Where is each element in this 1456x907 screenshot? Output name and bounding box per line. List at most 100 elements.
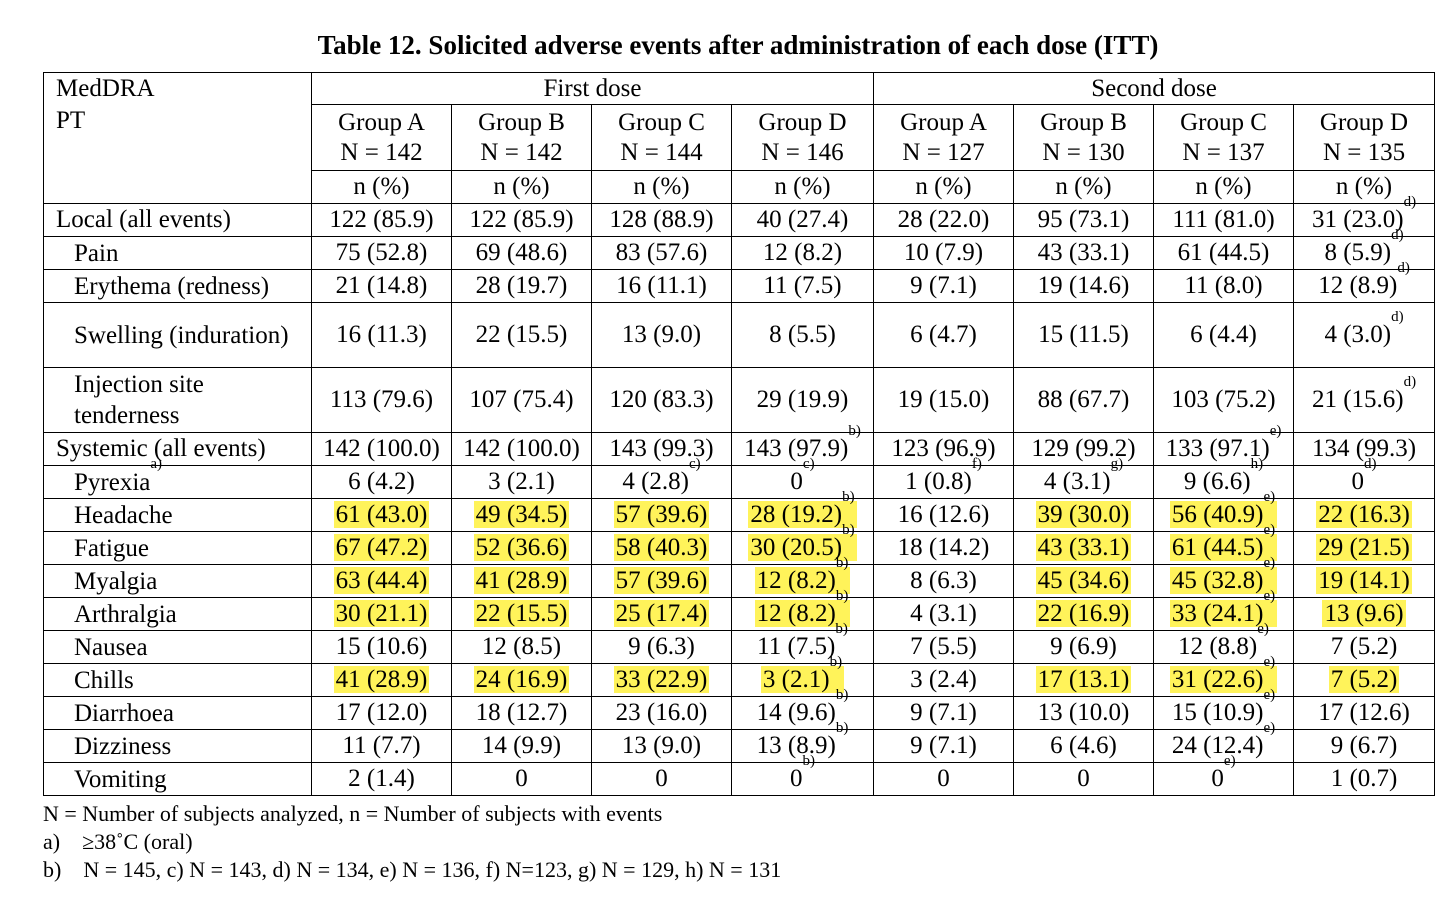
- highlighted-value: 58 (40.3): [613, 534, 710, 561]
- cell-value: 4 (3.1)g): [1043, 457, 1123, 496]
- cell-text: 12 (8.5): [481, 633, 562, 660]
- cell-value: 9 (7.1): [910, 272, 977, 299]
- data-cell: 28 (19.2)b): [731, 490, 874, 532]
- footnote-marker: d): [1403, 194, 1417, 210]
- group-n: N = 142: [340, 138, 423, 166]
- data-cell: 9 (6.3): [591, 630, 732, 664]
- cell-text: 33 (22.9): [615, 666, 708, 693]
- table-row: Fatigue 67 (47.2) 52 (36.6) 58 (40.3) 30 (20…: [43, 523, 1436, 565]
- cell-value: 9 (6.9): [1050, 633, 1117, 660]
- cell-text: 133 (97.1): [1165, 435, 1270, 462]
- header-unit-cell: n (%): [1153, 170, 1294, 204]
- table-row: Diarrhoea 17 (12.0) 18 (12.7) 23 (16.0) 14 (…: [43, 688, 1436, 730]
- cell-value: 143 (97.9)b): [744, 424, 861, 463]
- data-cell: 22 (15.5): [451, 302, 592, 368]
- footnote-marker: b): [802, 753, 816, 769]
- footnote-marker: a): [150, 455, 163, 472]
- group-name: Group C: [1180, 108, 1267, 136]
- data-cell: 4 (3.1): [873, 597, 1014, 631]
- cell-text: 13 (9.0): [621, 321, 702, 348]
- header-unit-cell: n (%): [311, 170, 452, 204]
- data-cell: 6 (4.4): [1153, 302, 1294, 368]
- cell-text: 43 (33.1): [1037, 534, 1130, 561]
- cell-value: 111 (81.0): [1172, 206, 1274, 233]
- cell-text: 19 (15.0): [897, 386, 990, 413]
- row-label: Myalgia: [43, 564, 312, 598]
- data-cell: 30 (21.1): [311, 597, 452, 631]
- data-cell: 11 (7.7): [311, 729, 452, 763]
- cell-text: 134 (99.3): [1311, 435, 1417, 462]
- cell-value: 7 (5.5): [910, 633, 977, 660]
- cell-value: 8 (5.5): [769, 321, 836, 348]
- group-n: N = 144: [620, 138, 703, 166]
- highlighted-value: 49 (34.5): [473, 501, 570, 528]
- cell-value: 19 (15.0): [898, 386, 990, 413]
- footnote-marker: g): [1110, 456, 1124, 472]
- data-cell: 0: [451, 762, 592, 796]
- cell-value: 8 (5.9)d): [1324, 228, 1403, 267]
- group-name: Group D: [758, 108, 847, 136]
- data-cell: 22 (16.3): [1292, 498, 1436, 532]
- data-cell: 7 (5.2): [1292, 663, 1436, 697]
- highlighted-value: 43 (33.1): [1035, 534, 1132, 561]
- cell-text: 11 (7.5): [763, 272, 842, 299]
- row-label: Pain: [43, 236, 312, 270]
- group-name: Group C: [618, 108, 705, 136]
- data-cell: 0b): [731, 754, 874, 796]
- data-cell: 13 (10.0): [1013, 696, 1154, 730]
- cell-text: 67 (47.2): [335, 534, 428, 561]
- data-cell: 107 (75.4): [451, 367, 592, 433]
- cell-text: 95 (73.1): [1037, 206, 1130, 233]
- data-cell: 31 (22.6)e): [1153, 655, 1294, 697]
- footnote-marker: d): [1364, 456, 1377, 472]
- cell-text: 0: [515, 765, 528, 792]
- table-row: Headache 61 (43.0) 49 (34.5) 57 (39.6) 28 (1…: [43, 490, 1436, 532]
- cell-text: 4 (3.0): [1324, 321, 1392, 348]
- data-cell: 9 (7.1): [873, 269, 1014, 303]
- cell-text: 9 (6.6): [1183, 468, 1251, 495]
- cell-text: 6 (4.4): [1190, 321, 1257, 348]
- highlighted-value: 57 (39.6): [613, 501, 710, 528]
- cell-text: 113 (79.6): [329, 386, 434, 413]
- cell-text: 30 (20.5): [750, 534, 843, 561]
- highlighted-value: 19 (14.1): [1316, 567, 1412, 594]
- row-label: Headache: [43, 498, 312, 532]
- cell-text: 4 (3.1): [1043, 468, 1111, 495]
- data-cell: 19 (15.0): [873, 367, 1014, 433]
- table-row: Pain 75 (52.8) 69 (48.6) 83 (57.6) 12 (8.2) 1…: [43, 228, 1436, 270]
- table-row: Local (all events) 122 (85.9) 122 (85.9) 12…: [43, 195, 1436, 237]
- cell-text: 18 (14.2): [897, 534, 990, 561]
- data-cell: 15 (10.6): [311, 630, 452, 664]
- cell-value: 16 (12.6): [898, 501, 990, 528]
- group-name: Group B: [478, 108, 565, 136]
- data-cell: 0: [873, 762, 1014, 796]
- cell-text: 30 (21.1): [335, 600, 428, 627]
- data-cell: 9 (6.9): [1013, 630, 1154, 664]
- group-n: N = 130: [1042, 138, 1125, 166]
- data-cell: 17 (12.0): [311, 696, 452, 730]
- cell-value: 9 (7.1): [910, 732, 977, 759]
- cell-text: 22 (16.9): [1037, 600, 1130, 627]
- data-cell: 8 (5.9)d): [1292, 228, 1436, 270]
- cell-text: 24 (16.9): [475, 666, 568, 693]
- cell-value: 1 (0.7): [1331, 765, 1398, 792]
- cell-text: 9 (6.7): [1330, 732, 1398, 759]
- data-cell: 4 (3.1)g): [1013, 457, 1154, 499]
- data-cell: 12 (8.2)b): [731, 589, 874, 631]
- table-row: Swelling (induration) 16 (11.3) 22 (15.5) 1…: [43, 302, 1436, 368]
- footnote-marker: e): [1223, 753, 1236, 769]
- highlighted-value: 56 (40.9)e): [1169, 490, 1278, 528]
- cell-value: 11 (7.7): [342, 732, 420, 759]
- data-cell: 61 (43.0): [311, 498, 452, 532]
- footnote-marker: b): [835, 555, 849, 571]
- cell-text: 49 (34.5): [475, 501, 568, 528]
- data-cell: 24 (12.4)e): [1153, 721, 1294, 763]
- cell-value: 11 (7.5): [763, 272, 841, 299]
- table-row: Arthralgia 30 (21.1) 22 (15.5) 25 (17.4) 12 …: [43, 589, 1436, 631]
- highlighted-value: 12 (8.2)b): [754, 556, 851, 594]
- cell-text: 25 (17.4): [615, 600, 708, 627]
- cell-text: 123 (96.9): [891, 435, 996, 462]
- cell-text: 23 (16.0): [615, 699, 708, 726]
- cell-value: 113 (79.6): [330, 386, 433, 413]
